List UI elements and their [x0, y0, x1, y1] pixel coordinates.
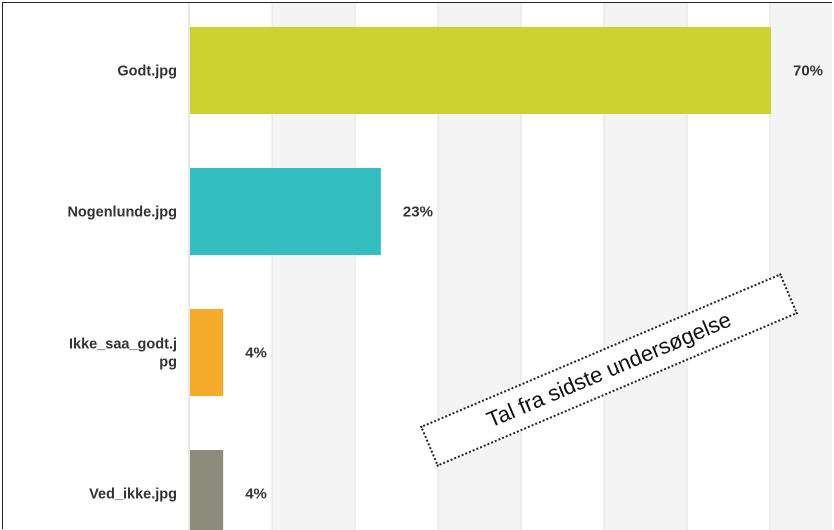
- category-label-1: Godt.jpg: [117, 64, 177, 80]
- bar-4: [190, 450, 224, 530]
- category-label-3: Ikke_saa_godt.j: [69, 337, 177, 353]
- bar-1: [190, 27, 771, 114]
- bar-3: [190, 309, 224, 396]
- value-label-4: 4%: [245, 486, 267, 503]
- value-label-2: 23%: [403, 204, 433, 221]
- category-label-2: Nogenlunde.jpg: [67, 205, 177, 221]
- category-label-4: Ved_ikke.jpg: [89, 487, 177, 503]
- value-label-1: 70%: [793, 63, 823, 80]
- bar-2: [190, 168, 381, 255]
- grid-stripe: [770, 3, 832, 530]
- value-label-3: 4%: [245, 345, 267, 362]
- bar-chart: 70% Godt.jpg 23% Nogenlunde.jpg 4% Ikke_saa_g…: [67, 3, 832, 530]
- category-label-3: pg: [159, 355, 177, 371]
